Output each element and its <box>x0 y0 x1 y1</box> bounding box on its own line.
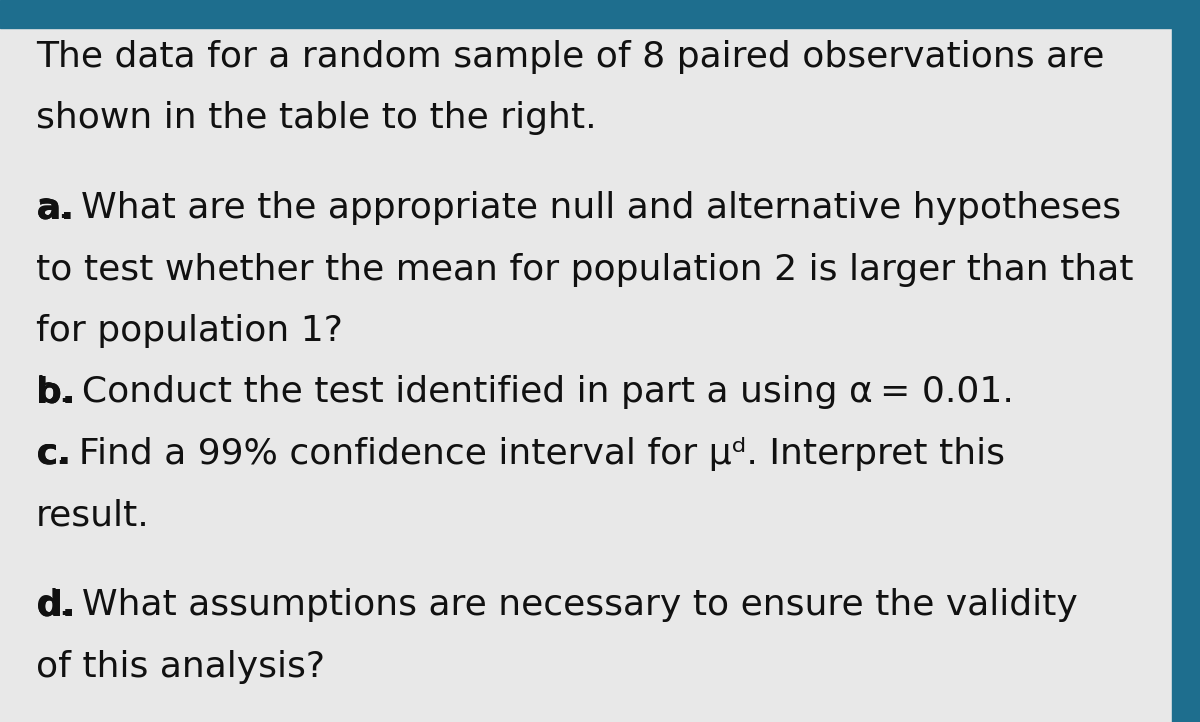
Text: d.: d. <box>36 588 76 622</box>
Text: to test whether the mean for population 2 is larger than that: to test whether the mean for population … <box>36 253 1134 287</box>
Text: of this analysis?: of this analysis? <box>36 650 325 684</box>
Text: result.: result. <box>36 498 150 532</box>
Text: b.: b. <box>36 375 76 409</box>
Text: a. What are the appropriate null and alternative hypotheses: a. What are the appropriate null and alt… <box>36 191 1121 225</box>
Text: a.: a. <box>36 191 74 225</box>
Bar <box>1172 28 1200 722</box>
Text: The data for a random sample of 8 paired observations are: The data for a random sample of 8 paired… <box>36 40 1104 74</box>
Text: c. Find a 99% confidence interval for μᵈ. Interpret this: c. Find a 99% confidence interval for μᵈ… <box>36 437 1006 471</box>
Text: b.: b. <box>36 375 76 409</box>
Text: shown in the table to the right.: shown in the table to the right. <box>36 101 596 135</box>
Text: d. What assumptions are necessary to ensure the validity: d. What assumptions are necessary to ens… <box>36 588 1078 622</box>
Text: d.: d. <box>36 588 76 622</box>
Text: for population 1?: for population 1? <box>36 314 343 348</box>
Text: c.: c. <box>36 437 71 471</box>
Bar <box>0 0 1200 28</box>
Text: a.: a. <box>36 191 74 225</box>
Text: b. Conduct the test identified in part a using α = 0.01.: b. Conduct the test identified in part a… <box>36 375 1014 409</box>
Text: c.: c. <box>36 437 71 471</box>
